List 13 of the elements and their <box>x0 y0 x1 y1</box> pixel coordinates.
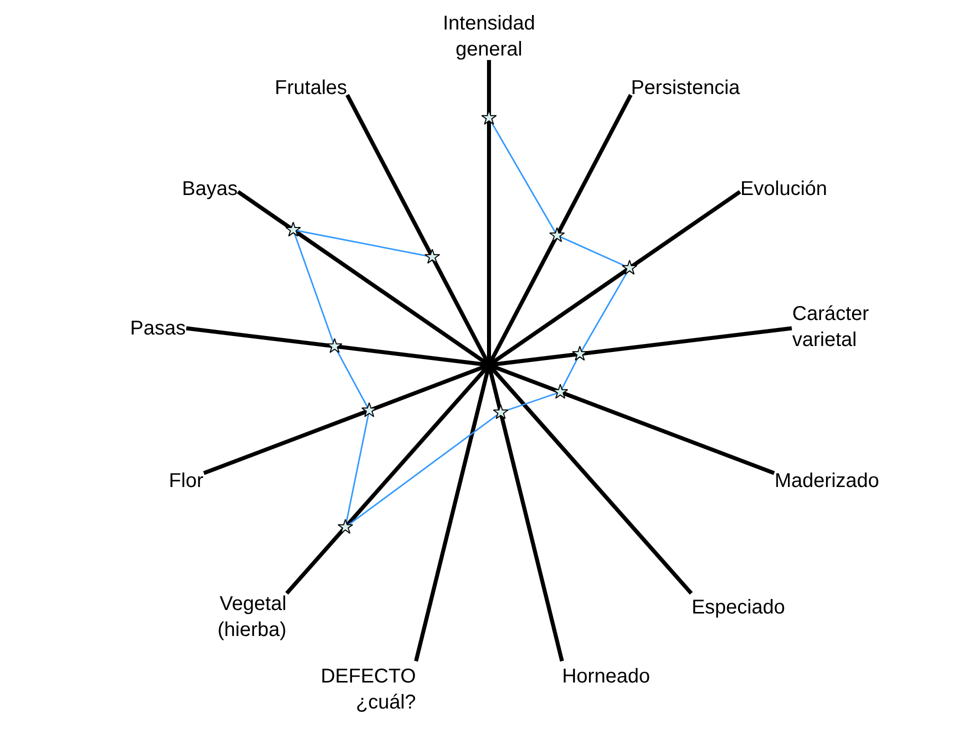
spoke-label: Horneado <box>562 666 650 688</box>
spoke-label: Carácter varietal <box>792 303 870 352</box>
spoke-label: Vegetal (hierba) <box>217 593 286 642</box>
spoke-label: Pasas <box>130 318 186 340</box>
spoke-label: Bayas <box>182 178 238 200</box>
spoke-label: DEFECTO ¿cuál? <box>320 665 416 714</box>
spoke-label: Flor <box>168 470 204 492</box>
spoke-label: Evolución <box>740 178 828 200</box>
spoke-label: Persistencia <box>630 77 741 100</box>
spoke-label: Especiado <box>692 596 785 618</box>
spoke-label: Maderizado <box>774 470 880 492</box>
spoke-label: Intensidad general <box>442 12 536 60</box>
spoke-label: Frutales <box>274 77 348 100</box>
